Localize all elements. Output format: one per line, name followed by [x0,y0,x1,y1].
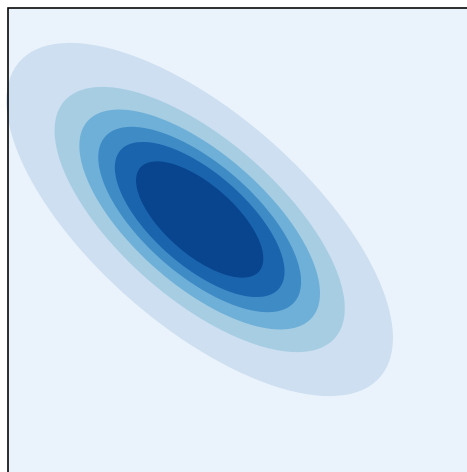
contour-band-6 [136,161,264,278]
plot-frame [7,7,467,472]
contour-layer [6,42,393,397]
